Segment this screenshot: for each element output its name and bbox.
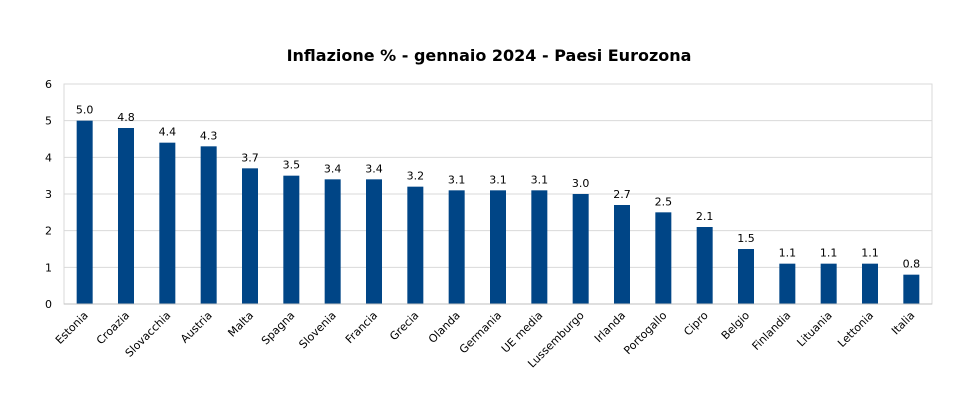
data-label: 3.2 (407, 170, 425, 183)
bar (200, 146, 217, 304)
x-tick-label: Spagna (259, 309, 297, 347)
bar (738, 249, 754, 304)
x-tick-label: Croazia (94, 309, 132, 347)
bar (779, 263, 796, 304)
x-tick-label: Irlanda (592, 309, 628, 345)
x-tick-label: Germania (457, 309, 504, 356)
x-tick-label: Estonia (53, 309, 91, 347)
x-tick-label: Austria (178, 309, 215, 346)
y-tick-label: 1 (45, 261, 52, 274)
bar (862, 263, 878, 304)
data-label: 3.1 (489, 173, 507, 186)
data-label: 1.1 (779, 247, 797, 260)
data-label: 3.4 (365, 162, 383, 175)
data-label: 2.7 (613, 188, 631, 201)
y-tick-label: 6 (45, 78, 52, 91)
data-label: 3.1 (448, 173, 466, 186)
x-tick-label: Grecia (387, 309, 421, 343)
bar (448, 190, 465, 304)
y-tick-label: 4 (45, 151, 52, 164)
bar (118, 128, 134, 304)
x-tick-label: Olanda (426, 309, 463, 346)
data-label: 1.1 (861, 247, 879, 260)
bar (324, 179, 341, 304)
data-labels: 5.0 4.8 4.4 4.3 3.7 3.5 3.4 3.4 3.2 3.1 3.1 3.1 3.0 2… (76, 104, 920, 271)
y-tick-label: 0 (45, 298, 52, 311)
x-tick-label: Francia (343, 309, 380, 346)
y-tick-label: 5 (45, 115, 52, 128)
data-label: 1.1 (820, 247, 838, 260)
x-tick-label: Portogallo (621, 309, 669, 357)
x-tick-label: Cipro (681, 309, 711, 339)
bar (159, 142, 176, 304)
chart-title: Inflazione % - gennaio 2024 - Paesi Euro… (286, 46, 692, 65)
y-tick-label: 3 (45, 188, 52, 201)
bar (283, 175, 300, 304)
data-label: 3.7 (241, 151, 259, 164)
bar (696, 227, 713, 304)
data-label: 3.5 (283, 159, 301, 172)
data-label: 4.8 (117, 111, 135, 124)
data-label: 0.8 (903, 258, 921, 271)
x-tick-label: Lituania (794, 309, 834, 349)
x-tick-label: Lettonia (835, 309, 876, 350)
x-tick-label: Italia (889, 309, 917, 337)
data-label: 2.5 (655, 195, 673, 208)
bar (572, 194, 589, 304)
bar (407, 186, 424, 304)
data-label: 2.1 (696, 210, 714, 223)
data-label: 4.3 (200, 129, 218, 142)
bar (242, 168, 258, 304)
y-tick-label: 2 (45, 225, 52, 238)
data-label: 1.5 (737, 232, 755, 245)
bar (531, 190, 548, 304)
data-label: 3.0 (572, 177, 590, 190)
data-label: 5.0 (76, 104, 94, 117)
bar (76, 120, 93, 305)
data-label: 3.4 (324, 162, 342, 175)
bar (614, 205, 630, 304)
bar (655, 212, 672, 304)
bar (366, 179, 382, 304)
x-tick-label: Malta (225, 309, 256, 340)
x-tick-label: Slovenia (296, 309, 338, 351)
bars (76, 120, 920, 305)
x-tick-label: Finlandia (750, 309, 794, 353)
bar (490, 190, 506, 304)
x-tick-label: Belgio (719, 309, 753, 343)
data-label: 4.4 (159, 126, 177, 139)
bar (820, 263, 837, 304)
y-axis: 0 1 2 3 4 5 6 (45, 78, 52, 311)
bar (903, 274, 920, 304)
data-label: 3.1 (531, 173, 549, 186)
